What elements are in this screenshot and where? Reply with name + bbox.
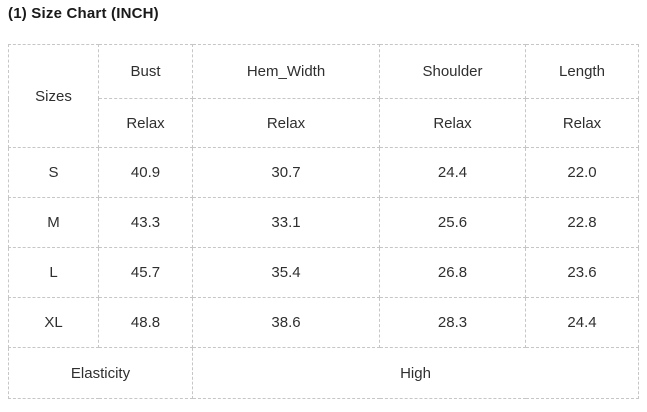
size-chart-table: Sizes Bust Hem_Width Shoulder Length Rel… [8,44,639,399]
hem-value-cell: 38.6 [192,297,380,348]
elasticity-label-cell: Elasticity [8,347,193,399]
col-header-length: Length [525,44,639,99]
length-value-cell: 22.8 [525,197,639,248]
col-header-hem-width: Hem_Width [192,44,380,99]
shoulder-value-cell: 24.4 [379,147,526,198]
header-row-measures: Sizes Bust Hem_Width Shoulder Length [8,44,639,148]
sub-header-bust-relax: Relax [98,98,193,148]
sub-header-shoulder-relax: Relax [379,98,526,148]
bust-value-cell: 48.8 [98,297,193,348]
hem-value-cell: 30.7 [192,147,380,198]
header-row-relax: Relax Relax Relax Relax [9,98,639,148]
size-label-cell: L [8,247,99,298]
size-label-cell: M [8,197,99,248]
sub-header-length-relax: Relax [525,98,639,148]
table-row-elasticity: Elasticity High [8,347,639,399]
shoulder-value-cell: 25.6 [379,197,526,248]
hem-value-cell: 33.1 [192,197,380,248]
sub-header-hem-relax: Relax [192,98,380,148]
length-value-cell: 23.6 [525,247,639,298]
length-value-cell: 22.0 [525,147,639,198]
table-row-size-l: L 45.7 35.4 26.8 23.6 [8,247,639,298]
col-header-sizes: Sizes [8,44,99,148]
table-row-size-m: M 43.3 33.1 25.6 22.8 [8,197,639,248]
col-header-bust: Bust [98,44,193,99]
size-chart-title: (1) Size Chart (INCH) [8,5,159,22]
size-label-cell: XL [8,297,99,348]
shoulder-value-cell: 26.8 [379,247,526,298]
bust-value-cell: 40.9 [98,147,193,198]
bust-value-cell: 43.3 [98,197,193,248]
table-row-size-s: S 40.9 30.7 24.4 22.0 [8,147,639,198]
hem-value-cell: 35.4 [192,247,380,298]
shoulder-value-cell: 28.3 [379,297,526,348]
bust-value-cell: 45.7 [98,247,193,298]
size-label-cell: S [8,147,99,198]
col-header-shoulder: Shoulder [379,44,526,99]
table-row-size-xl: XL 48.8 38.6 28.3 24.4 [8,297,639,348]
elasticity-value-cell: High [192,347,639,399]
length-value-cell: 24.4 [525,297,639,348]
